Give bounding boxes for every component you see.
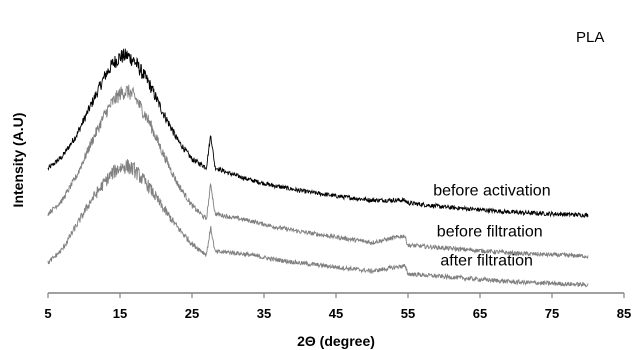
y-axis-title: Intensity (A.U) (10, 113, 26, 208)
x-ticks: 5 15 25 35 45 55 65 75 85 (44, 293, 631, 321)
x-tick-label: 45 (329, 306, 343, 321)
x-tick-label: 15 (113, 306, 127, 321)
series-labels: before activation before filtration after … (433, 183, 550, 270)
x-tick-label: 5 (44, 306, 51, 321)
series-line-3 (47, 159, 589, 288)
x-tick-label: 25 (185, 306, 199, 321)
x-axis-title: 2Θ (degree) (297, 333, 375, 349)
series-line-2 (47, 84, 589, 260)
series-label-1: before activation (433, 183, 550, 200)
series-label-3: after filtration (440, 252, 532, 269)
x-tick-label: 55 (401, 306, 415, 321)
x-tick-label: 85 (617, 306, 631, 321)
x-tick-label: 75 (545, 306, 559, 321)
series-layer (47, 48, 589, 288)
x-tick-label: 65 (473, 306, 487, 321)
series-label-2: before filtration (437, 224, 543, 241)
sample-annotation: PLA (576, 29, 604, 46)
x-tick-label: 35 (257, 306, 271, 321)
series-line-1 (47, 48, 589, 218)
